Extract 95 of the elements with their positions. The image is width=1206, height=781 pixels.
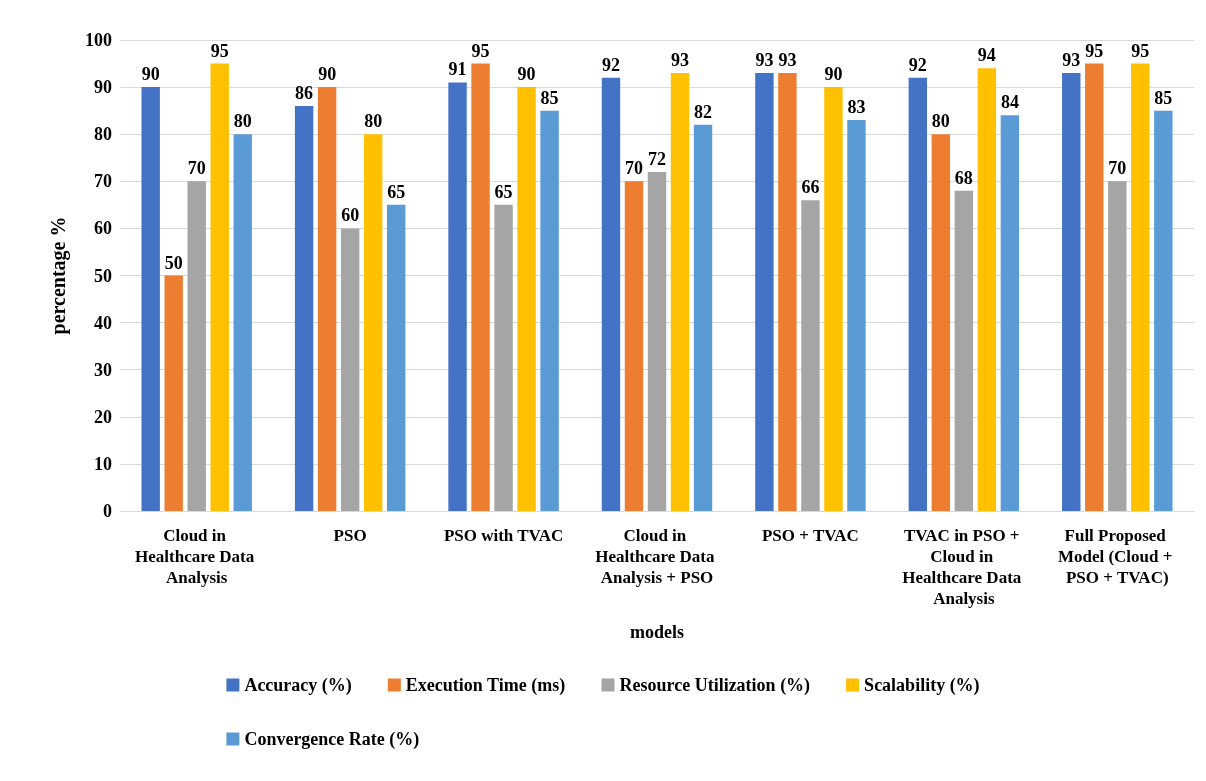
bar (847, 120, 866, 511)
bar (517, 87, 536, 511)
data-label: 66 (801, 177, 820, 198)
y-tick-label: 60 (94, 218, 112, 239)
x-tick-label: PSO (333, 526, 367, 545)
bar (340, 228, 360, 511)
bar (233, 134, 252, 511)
data-label: 85 (1154, 87, 1173, 108)
data-label: 86 (295, 82, 314, 103)
data-label: 90 (318, 64, 337, 85)
y-tick-label: 10 (94, 453, 112, 474)
data-label: 65 (387, 181, 406, 202)
legend-label: Scalability (%) (864, 675, 980, 696)
legend-label: Convergence Rate (%) (244, 729, 420, 750)
bar (601, 77, 621, 511)
bar (210, 63, 229, 511)
data-label: 90 (141, 64, 160, 85)
data-label: 80 (364, 111, 383, 132)
data-label: 93 (671, 49, 690, 70)
data-label: 60 (341, 205, 360, 226)
data-label: 70 (624, 158, 643, 179)
legend-label: Accuracy (%) (244, 675, 352, 696)
legend-label: Resource Utilization (%) (619, 675, 811, 696)
y-tick-label: 20 (94, 406, 112, 427)
data-label: 72 (648, 148, 666, 169)
bar (1108, 181, 1127, 511)
bar (931, 134, 951, 511)
bar (1085, 63, 1104, 511)
bar (778, 72, 797, 511)
data-label: 92 (601, 54, 620, 75)
x-tick-label: Full Proposed Model (Cloud + PSO + TVAC) (1057, 526, 1177, 587)
y-tick-label: 40 (94, 312, 112, 333)
bar (670, 72, 690, 511)
y-tick-label: 80 (94, 124, 112, 145)
data-label: 65 (494, 181, 513, 202)
y-tick-label: 70 (94, 171, 112, 192)
data-label: 83 (847, 97, 866, 118)
y-tick-label: 30 (94, 359, 112, 380)
bar (540, 110, 559, 511)
y-tick-label: 100 (85, 30, 112, 50)
x-tick-label: PSO with TVAC (443, 526, 564, 545)
bar (294, 105, 314, 511)
bar (1131, 63, 1150, 511)
bar (471, 63, 490, 511)
bar (954, 190, 974, 511)
bar (1062, 72, 1081, 511)
bar (801, 200, 820, 511)
data-label: 90 (517, 64, 536, 85)
bar (363, 134, 383, 511)
data-label: 94 (977, 45, 996, 66)
data-label: 93 (755, 49, 774, 70)
x-tick-label: Cloud in Healthcare Data Analysis + PSO (595, 526, 719, 587)
bar (755, 72, 774, 511)
data-label: 80 (931, 111, 950, 132)
data-label: 68 (954, 167, 973, 188)
data-label: 95 (471, 40, 490, 61)
data-label: 80 (233, 111, 252, 132)
data-label: 95 (1131, 40, 1150, 61)
bar (141, 87, 160, 511)
data-label: 93 (778, 49, 797, 70)
data-label: 50 (164, 252, 183, 273)
bar (908, 77, 928, 511)
bar (386, 204, 406, 511)
bar (448, 82, 467, 511)
bar (1000, 115, 1020, 511)
data-label: 84 (1000, 92, 1019, 113)
bar (824, 87, 843, 511)
x-tick-label: Cloud in Healthcare Data Analysis (135, 526, 259, 587)
data-label: 70 (1108, 158, 1127, 179)
data-label: 90 (824, 64, 843, 85)
bar (693, 124, 713, 511)
bar (187, 181, 206, 511)
data-label: 93 (1062, 49, 1081, 70)
y-tick-label: 0 (103, 501, 112, 521)
data-label: 92 (908, 54, 927, 75)
bar (164, 275, 183, 511)
y-axis-title: percentage % (47, 216, 70, 335)
bar (977, 68, 997, 511)
bar (494, 204, 513, 511)
bar (317, 87, 337, 511)
data-label: 95 (210, 40, 229, 61)
data-label: 85 (540, 87, 559, 108)
y-tick-label: 90 (94, 77, 112, 98)
data-label: 91 (448, 59, 467, 80)
legend-label: Execution Time (ms) (405, 675, 566, 696)
data-label: 70 (187, 158, 206, 179)
x-axis-title: models (630, 622, 684, 642)
bar (1154, 110, 1173, 511)
data-label: 82 (694, 101, 713, 122)
y-tick-label: 50 (94, 265, 112, 286)
data-label: 95 (1085, 40, 1104, 61)
x-tick-label: TVAC in PSO + Cloud in Healthcare Data Analysis (902, 526, 1026, 608)
x-tick-label: PSO + TVAC (761, 526, 859, 545)
bar (647, 171, 667, 511)
bar (624, 181, 644, 511)
